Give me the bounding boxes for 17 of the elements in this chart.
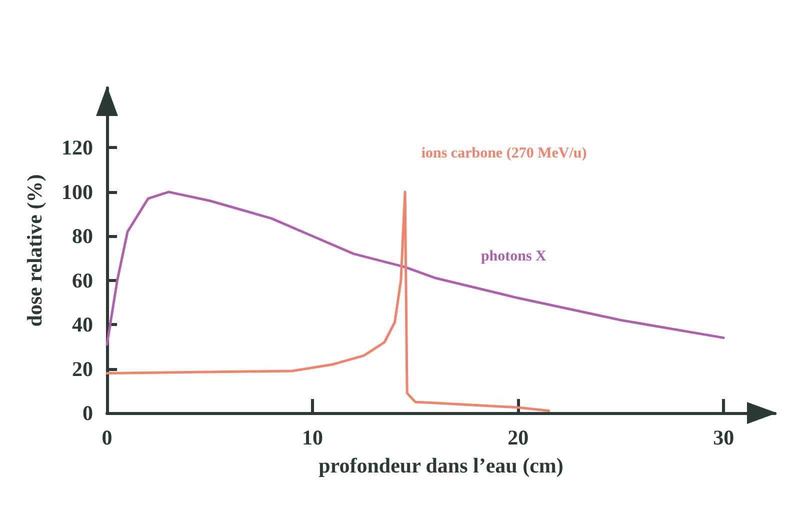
y-tick-label: 80 (72, 224, 93, 248)
y-tick-label: 40 (72, 312, 93, 337)
y-tick-label: 100 (62, 180, 93, 204)
y-tick-label: 0 (82, 401, 93, 425)
x-axis-title: profondeur dans l’eau (cm) (318, 454, 564, 478)
y-tick-label: 60 (72, 268, 93, 292)
x-tick-label: 10 (302, 426, 324, 450)
series-label: photons X (480, 248, 547, 264)
line-series (106, 190, 550, 412)
x-tick-label: 20 (508, 426, 529, 450)
x-tick-label: 0 (102, 426, 112, 450)
x-tick-label: 30 (713, 426, 734, 450)
y-axis-title: dose relative (%) (22, 174, 46, 327)
text: ions carbone (270 MeV/u) (421, 145, 587, 162)
line-series (106, 190, 725, 346)
y-tick-label: 20 (72, 356, 93, 381)
y-tick-label: 120 (62, 136, 93, 160)
